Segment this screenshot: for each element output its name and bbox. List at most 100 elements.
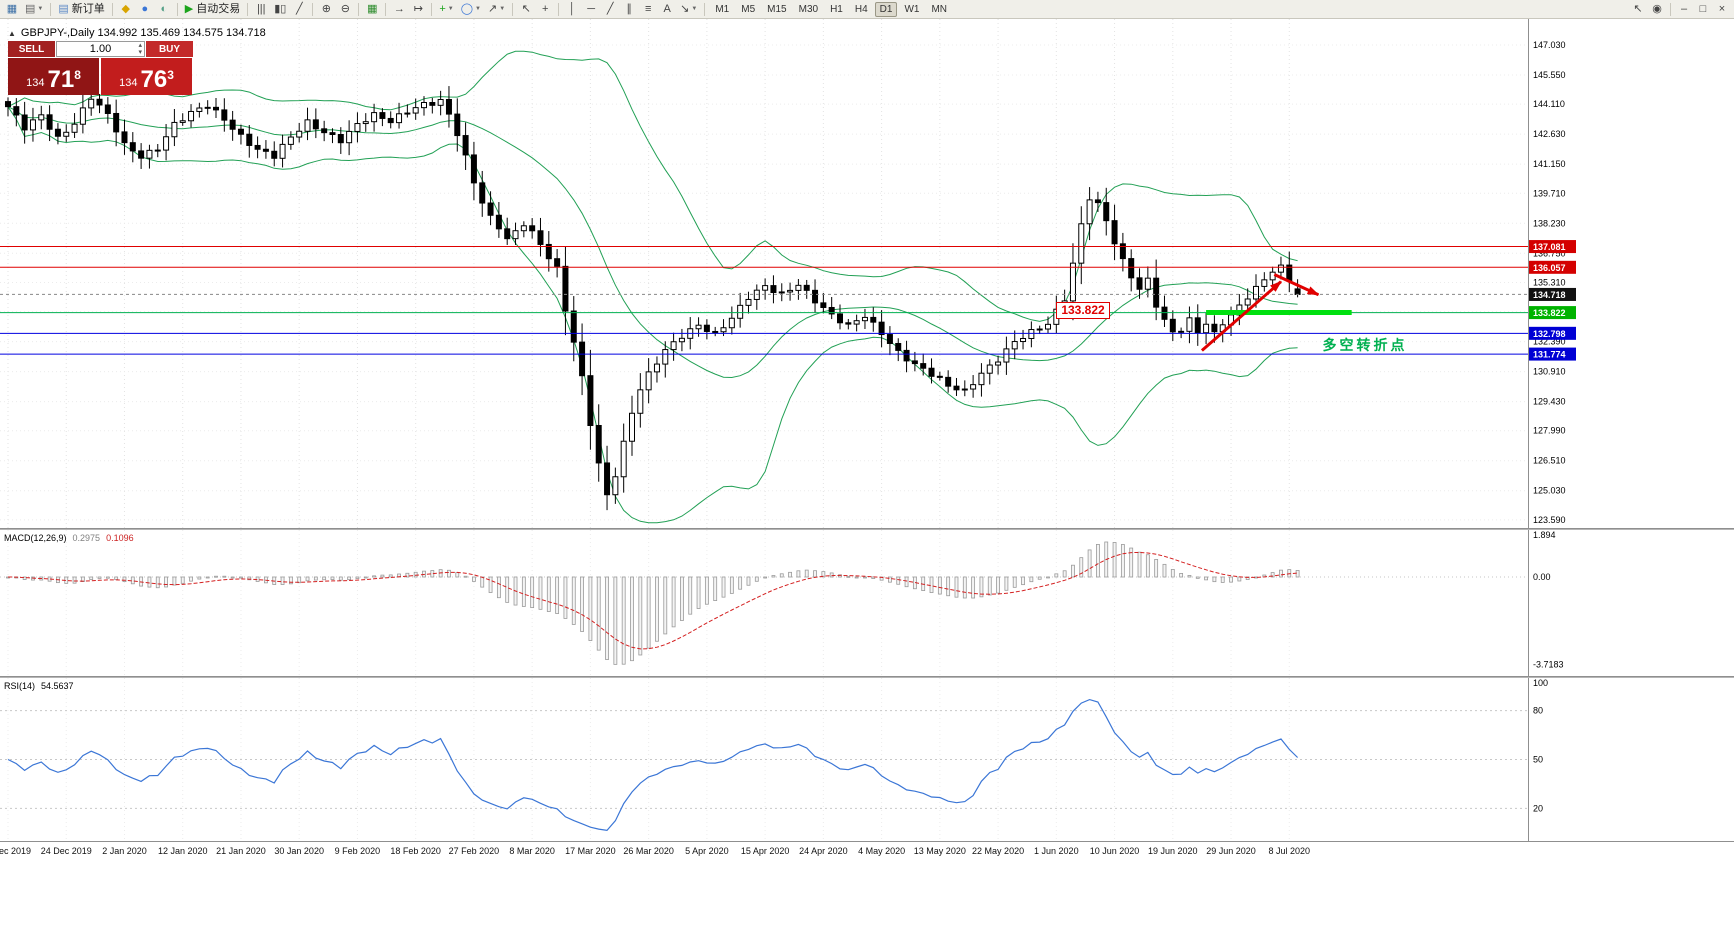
volume-up-icon[interactable]: ▴ <box>138 42 142 49</box>
cursor-icon[interactable]: ↖ <box>517 1 535 18</box>
timeframe-m5[interactable]: M5 <box>741 3 756 15</box>
date-label: 5 Dec 2019 <box>0 846 32 856</box>
date-label: 10 Jun 2020 <box>1089 846 1140 856</box>
svg-text:136.057: 136.057 <box>1533 263 1566 273</box>
horizontal-line-icon[interactable]: ─ <box>582 1 600 18</box>
panel-splitter[interactable] <box>0 676 1734 678</box>
chart-shift-icon[interactable]: ↦ <box>409 1 427 18</box>
date-label: 8 Mar 2020 <box>509 846 555 856</box>
rsi-chart-svg[interactable]: 100 80 50 20 <box>0 678 1734 841</box>
objects-icon[interactable]: ↗ ▼ <box>485 1 508 18</box>
window-close-icon[interactable]: × <box>1713 1 1731 18</box>
svg-text:129.430: 129.430 <box>1533 397 1566 407</box>
price-tag <box>1529 240 1576 254</box>
community-icon: ● <box>141 2 149 15</box>
svg-text:142.630: 142.630 <box>1533 129 1566 139</box>
trend-arrow[interactable] <box>1273 273 1320 297</box>
market-watch-icon[interactable]: ◐ <box>155 1 173 18</box>
crosshair-icon[interactable]: + <box>536 1 554 18</box>
buy-button[interactable]: BUY <box>146 41 193 57</box>
trendline-icon[interactable]: ╱ <box>601 1 619 18</box>
arrows-tool-icon[interactable]: ↘ ▼ <box>677 1 700 18</box>
expert-advisors-icon: ◆ <box>121 2 130 15</box>
text-tool-icon[interactable]: A <box>658 1 676 18</box>
objects-icon: ↗ <box>488 2 498 15</box>
sell-price-display[interactable]: 134 71 8 <box>8 58 99 95</box>
cycles-icon[interactable]: ◯ ▼ <box>458 1 484 18</box>
macd-chart-svg[interactable]: 1.894 0.00 -3.7183 <box>0 530 1734 676</box>
sell-price-prefix: 134 <box>26 77 45 89</box>
svg-text:50: 50 <box>1533 755 1543 765</box>
grid <box>0 19 1528 528</box>
zoom-out-icon: ⊖ <box>340 2 350 15</box>
bar-chart-icon[interactable]: ||| <box>252 1 270 18</box>
tile-windows-icon[interactable]: ▦ <box>363 1 381 18</box>
date-label: 22 May 2020 <box>972 846 1025 856</box>
fibonacci-icon[interactable]: ≡ <box>639 1 657 18</box>
candlestick-chart-icon[interactable]: ▮▯ <box>271 1 289 18</box>
buy-price-prefix: 134 <box>119 77 138 89</box>
timeframe-m30[interactable]: M30 <box>798 3 819 15</box>
zoom-out-icon[interactable]: ⊖ <box>336 1 354 18</box>
buy-price-pip: 3 <box>167 68 174 82</box>
community-icon[interactable]: ● <box>136 1 154 18</box>
date-label: 1 Jun 2020 <box>1034 846 1079 856</box>
horizontal-level-lines[interactable] <box>0 246 1528 355</box>
indicators-icon[interactable]: + ▼ <box>436 1 456 18</box>
trend-arrow[interactable] <box>1200 280 1282 352</box>
svg-text:80: 80 <box>1533 706 1543 716</box>
window-close-icon: × <box>1718 2 1726 15</box>
buy-price-display[interactable]: 134 76 3 <box>101 58 192 95</box>
panel-splitter[interactable] <box>0 528 1734 530</box>
window-restore-icon[interactable]: □ <box>1694 1 1712 18</box>
timeframe-mn[interactable]: MN <box>931 3 948 15</box>
hand-icon[interactable]: ◉ <box>1648 1 1666 18</box>
time-axis[interactable]: 5 Dec 2019 24 Dec 2019 2 Jan 2020 12 Jan 20… <box>0 841 1734 861</box>
indicators-icon: + <box>439 2 446 15</box>
line-chart-icon[interactable]: ╱ <box>290 1 308 18</box>
profiles-icon[interactable]: ▤ ▼ <box>22 1 46 18</box>
zoom-in-icon: ⊕ <box>321 2 331 15</box>
timeframe-h1[interactable]: H1 <box>830 3 843 15</box>
svg-text:137.081: 137.081 <box>1533 242 1566 252</box>
volume-down-icon[interactable]: ▾ <box>138 49 142 56</box>
rsi-panel[interactable]: 100 80 50 20 RSI(14) 54.5637 <box>0 678 1734 841</box>
timeframe-m15[interactable]: M15 <box>767 3 787 15</box>
date-label: 15 Apr 2020 <box>740 846 790 856</box>
zoom-in-icon[interactable]: ⊕ <box>317 1 335 18</box>
rsi-label: RSI(14) 54.5637 <box>4 681 74 691</box>
price-level-callout[interactable]: 133.822 <box>1056 302 1110 320</box>
expert-advisors-icon[interactable]: ◆ <box>117 1 135 18</box>
pointer-icon[interactable]: ↖ <box>1629 1 1647 18</box>
macd-panel[interactable]: 1.894 0.00 -3.7183 MACD(12,26,9) 0.2975 0.10… <box>0 530 1734 676</box>
volume-input[interactable]: 1.00 ▴ ▾ <box>56 41 145 57</box>
turning-point-label[interactable]: 多空转折点 <box>1322 337 1408 354</box>
timeframe-d1[interactable]: D1 <box>874 1 898 17</box>
toolbar-separator <box>431 2 433 16</box>
date-label: 26 Mar 2020 <box>623 846 674 856</box>
new-chart-icon[interactable]: ▦ <box>3 1 21 18</box>
autotrading-button[interactable]: ▶ 自动交易 <box>182 1 243 18</box>
auto-scroll-icon[interactable]: → <box>390 1 408 18</box>
price-chart-panel[interactable]: 147.030 145.550 144.110 142.630 141.150 139.7… <box>0 19 1734 528</box>
timeframe-m1[interactable]: M1 <box>715 3 730 15</box>
arrows-tool-icon: ↘ <box>680 2 690 15</box>
sell-button[interactable]: SELL <box>8 41 55 57</box>
new-order-button[interactable]: ▤ 新订单 <box>55 1 107 18</box>
channel-icon[interactable]: ∥ <box>620 1 638 18</box>
timeframe-w1[interactable]: W1 <box>904 3 920 15</box>
caret-down-icon: ▼ <box>691 5 698 12</box>
price-chart-svg[interactable]: 147.030 145.550 144.110 142.630 141.150 139.7… <box>0 19 1734 528</box>
window-minimize-icon[interactable]: – <box>1675 1 1693 18</box>
svg-text:125.030: 125.030 <box>1533 486 1566 496</box>
vertical-line-icon[interactable]: │ <box>563 1 581 18</box>
timeframe-h4[interactable]: H4 <box>854 3 868 15</box>
collapse-panel-icon[interactable]: ▲ <box>8 28 16 38</box>
caret-down-icon: ▼ <box>447 5 454 12</box>
window-minimize-icon: – <box>1680 2 1688 15</box>
pointer-icon: ↖ <box>1633 2 1643 15</box>
horizontal-line-icon: ─ <box>587 2 596 15</box>
toolbar-separator <box>312 2 314 16</box>
date-label: 4 May 2020 <box>858 846 906 856</box>
